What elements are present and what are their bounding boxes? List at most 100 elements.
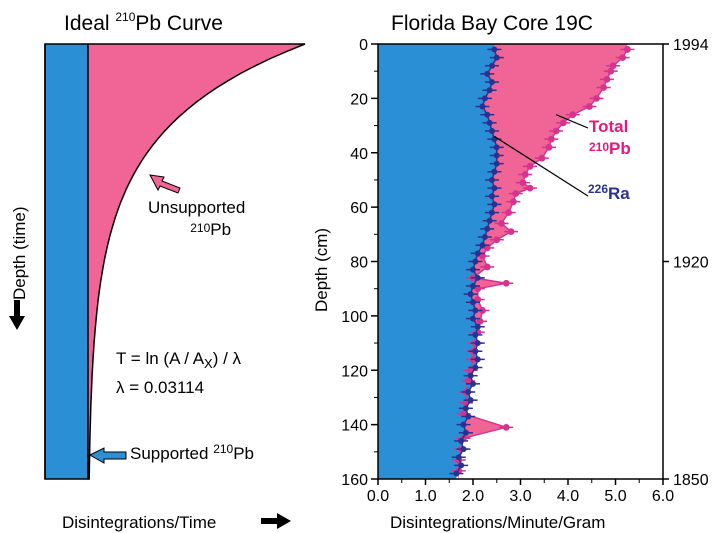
ra-226-point (474, 323, 481, 330)
total-pb-point (552, 127, 560, 135)
total-pb-point (609, 62, 617, 70)
ra-226-point (472, 307, 479, 314)
ra-226-point (493, 160, 500, 167)
total-pb-point (505, 209, 513, 216)
total-pb-point (460, 410, 467, 418)
ra-226-point (489, 128, 495, 134)
ra-226-point (484, 70, 491, 77)
ra-226-point (467, 372, 474, 379)
ra-226-point (491, 168, 498, 175)
core-y-tick-label: 0 (359, 37, 368, 54)
core-y-tick-label: 120 (341, 363, 368, 380)
ra-226-point (458, 437, 465, 444)
ra-226-point (484, 111, 491, 118)
core-x-axis-label: Disintegrations/Minute/Gram (390, 513, 606, 532)
total-pb-point (479, 307, 486, 314)
ra-226-point (470, 299, 476, 306)
core-x-tick-label: 0.0 (367, 488, 389, 505)
core-y-axis-label: Depth (cm) (312, 227, 331, 312)
ra-226-point (470, 266, 476, 273)
core-x-tick-label: 3.0 (509, 488, 531, 505)
supported-arrow-icon (88, 447, 127, 464)
year-axis-label: 1850 (673, 472, 709, 489)
total-pb-point (502, 279, 510, 287)
ra-226-point (481, 234, 488, 241)
ra-226-point (458, 462, 465, 469)
decay-equation: T = ln (A / AX) / λ (116, 349, 242, 371)
ra-226-point (489, 62, 495, 69)
ra-226-point (479, 242, 486, 249)
total-pb-point (619, 54, 627, 61)
core-unsupported-area (456, 44, 628, 479)
ra-226-point (453, 470, 460, 477)
total-pb-point (509, 198, 517, 206)
ra-226-point (489, 193, 495, 200)
total-pb-point (474, 285, 482, 293)
supported-pb-area (44, 43, 89, 480)
core-x-tick-label: 6.0 (652, 488, 674, 505)
ra-226-point (467, 291, 474, 298)
total-pb-point (593, 94, 600, 102)
depth-down-arrow-icon (9, 300, 25, 330)
total-pb-point (603, 75, 611, 83)
total-pb-point (512, 190, 520, 197)
total-pb-point (498, 220, 505, 227)
ra-226-point (493, 152, 500, 159)
ra-226-point (491, 185, 498, 192)
total-pb-point (476, 317, 484, 325)
year-axis-label: 1920 (673, 255, 709, 272)
year-axis-label: 1994 (673, 37, 709, 54)
ideal-x-axis-label: Disintegrations/Time (62, 513, 217, 532)
supported-pb-label: Supported 210Pb (130, 442, 255, 463)
ra-226-point (470, 282, 476, 289)
core-y-tick-label: 20 (350, 91, 368, 108)
ra-226-point (472, 364, 479, 371)
core-y-tick-label: 140 (341, 418, 368, 435)
ra-226-point (484, 225, 491, 232)
unsupported-arrow-icon (149, 174, 181, 194)
core-y-tick-label: 40 (350, 146, 368, 163)
ra-226-point (472, 331, 479, 338)
total-pb-point (623, 46, 631, 53)
total-pb-point (547, 135, 555, 143)
ra-226-point (493, 144, 500, 151)
core-x-tick-label: 2.0 (462, 488, 484, 505)
ra-226-point (460, 421, 467, 428)
ra-226-point (465, 413, 472, 420)
lambda-value: λ = 0.03114 (116, 378, 205, 397)
core-chart-title: Florida Bay Core 19C (391, 12, 593, 35)
core-x-tick-label: 4.0 (557, 488, 579, 505)
ra-226-leader-line (494, 135, 589, 197)
ra-226-point (470, 315, 476, 322)
ra-226-point (489, 79, 495, 86)
total-pb-point (559, 119, 567, 127)
core-y-tick-label: 100 (341, 309, 368, 326)
ra-226-point (465, 389, 472, 395)
time-right-arrow-icon (261, 513, 291, 529)
total-pb-point (479, 252, 486, 260)
total-pb-label: Total 210Pb (589, 117, 631, 158)
ra-226-point (491, 201, 498, 208)
total-pb-point (526, 184, 534, 192)
ra-226-point (474, 356, 481, 363)
ideal-chart-title: Ideal 210Pb Curve (64, 10, 223, 35)
ra-226-point (467, 397, 474, 404)
ra-226-point (486, 217, 493, 224)
ra-226-point (474, 340, 481, 347)
total-pb-point (483, 263, 491, 271)
core-x-tick-label: 5.0 (604, 488, 626, 505)
ra-226-point (462, 429, 469, 436)
total-pb-point (600, 84, 608, 91)
ra-226-point (489, 209, 495, 216)
ra-226-point (474, 274, 481, 281)
total-pb-point (538, 154, 546, 162)
core-y-tick-label: 80 (350, 255, 368, 272)
ra-226-point (474, 250, 481, 257)
core-y-tick-label: 60 (350, 200, 368, 217)
ra-226-point (486, 87, 493, 94)
core-x-tick-label: 1.0 (414, 488, 436, 505)
ra-226-label: 226Ra (588, 182, 630, 203)
total-pb-point (585, 103, 593, 110)
total-pb-point (545, 143, 553, 151)
